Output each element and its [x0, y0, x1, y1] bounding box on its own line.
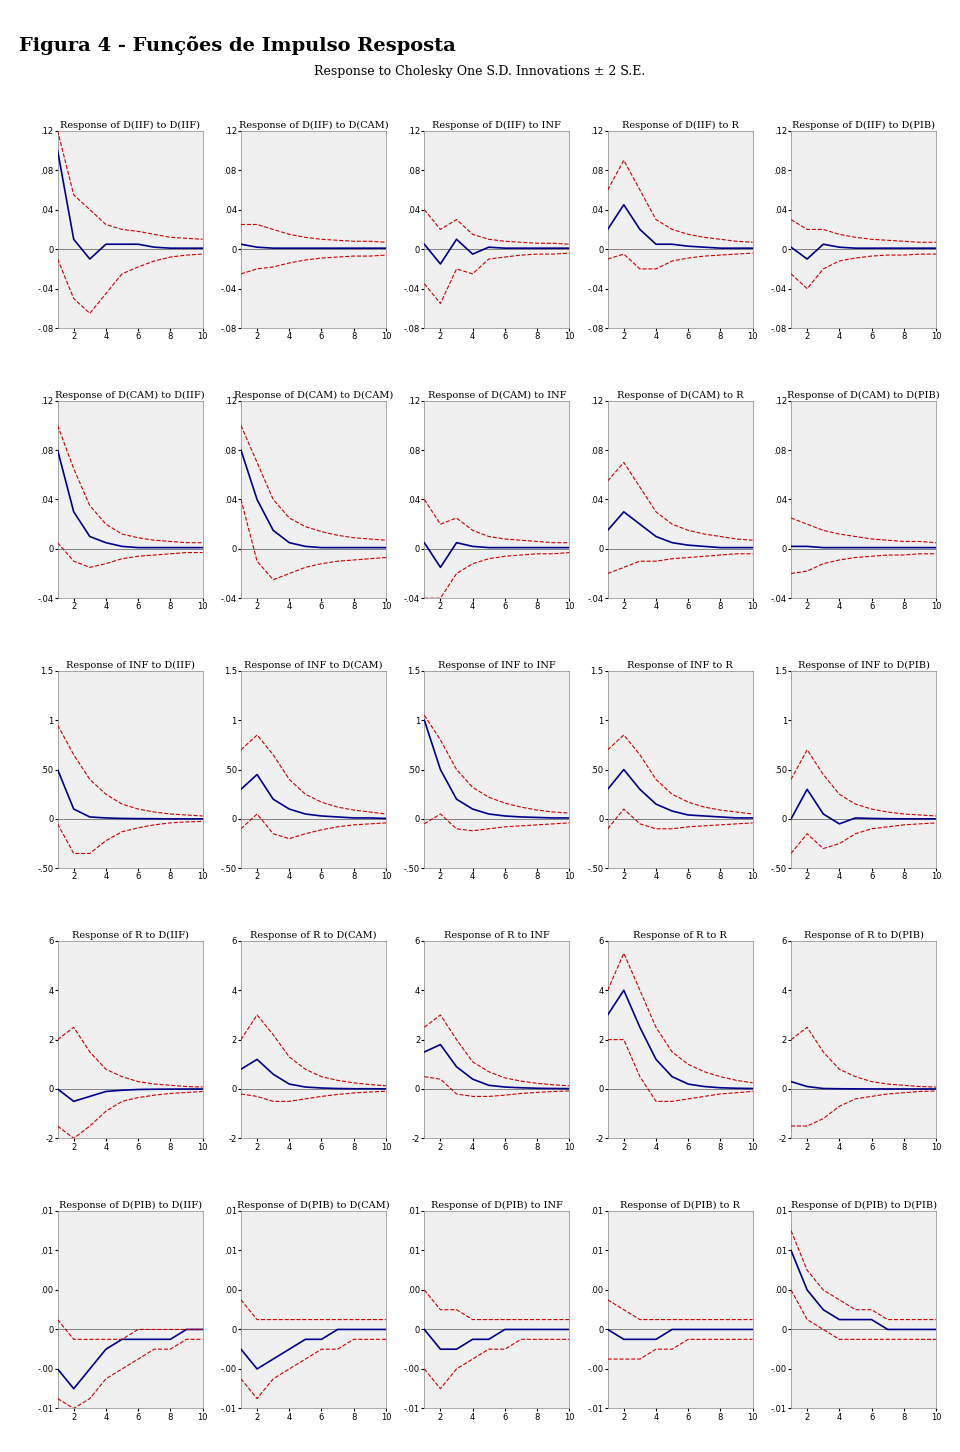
Title: Response of D(PIB) to D(CAM): Response of D(PIB) to D(CAM) — [237, 1201, 390, 1210]
Title: Response of D(PIB) to D(PIB): Response of D(PIB) to D(PIB) — [790, 1201, 937, 1210]
Title: Response of D(PIB) to INF: Response of D(PIB) to INF — [431, 1201, 563, 1210]
Title: Response of D(IIF) to D(PIB): Response of D(IIF) to D(PIB) — [792, 121, 935, 129]
Title: Response of D(PIB) to R: Response of D(PIB) to R — [620, 1201, 740, 1210]
Title: Response of INF to R: Response of INF to R — [627, 661, 733, 669]
Text: Figura 4 - Funções de Impulso Resposta: Figura 4 - Funções de Impulso Resposta — [19, 36, 456, 55]
Title: Response of INF to D(PIB): Response of INF to D(PIB) — [798, 661, 929, 669]
Title: Response of D(IIF) to D(IIF): Response of D(IIF) to D(IIF) — [60, 121, 200, 129]
Title: Response of D(CAM) to INF: Response of D(CAM) to INF — [427, 391, 566, 399]
Title: Response of INF to D(IIF): Response of INF to D(IIF) — [65, 661, 195, 669]
Title: Response of D(CAM) to D(PIB): Response of D(CAM) to D(PIB) — [787, 391, 940, 399]
Title: Response of D(CAM) to R: Response of D(CAM) to R — [617, 391, 743, 399]
Title: Response of R to D(IIF): Response of R to D(IIF) — [72, 931, 188, 939]
Title: Response of D(IIF) to INF: Response of D(IIF) to INF — [432, 121, 562, 129]
Text: Response to Cholesky One S.D. Innovations ± 2 S.E.: Response to Cholesky One S.D. Innovation… — [314, 65, 646, 78]
Title: Response of INF to INF: Response of INF to INF — [438, 661, 556, 669]
Title: Response of D(IIF) to R: Response of D(IIF) to R — [622, 121, 738, 129]
Title: Response of D(IIF) to D(CAM): Response of D(IIF) to D(CAM) — [239, 121, 388, 129]
Title: Response of INF to D(CAM): Response of INF to D(CAM) — [244, 661, 383, 669]
Title: Response of D(PIB) to D(IIF): Response of D(PIB) to D(IIF) — [59, 1201, 202, 1210]
Title: Response of D(CAM) to D(IIF): Response of D(CAM) to D(IIF) — [56, 391, 204, 399]
Title: Response of R to D(PIB): Response of R to D(PIB) — [804, 931, 924, 939]
Title: Response of R to INF: Response of R to INF — [444, 931, 550, 939]
Title: Response of R to D(CAM): Response of R to D(CAM) — [251, 931, 376, 939]
Title: Response of D(CAM) to D(CAM): Response of D(CAM) to D(CAM) — [234, 391, 393, 399]
Title: Response of R to R: Response of R to R — [634, 931, 727, 939]
